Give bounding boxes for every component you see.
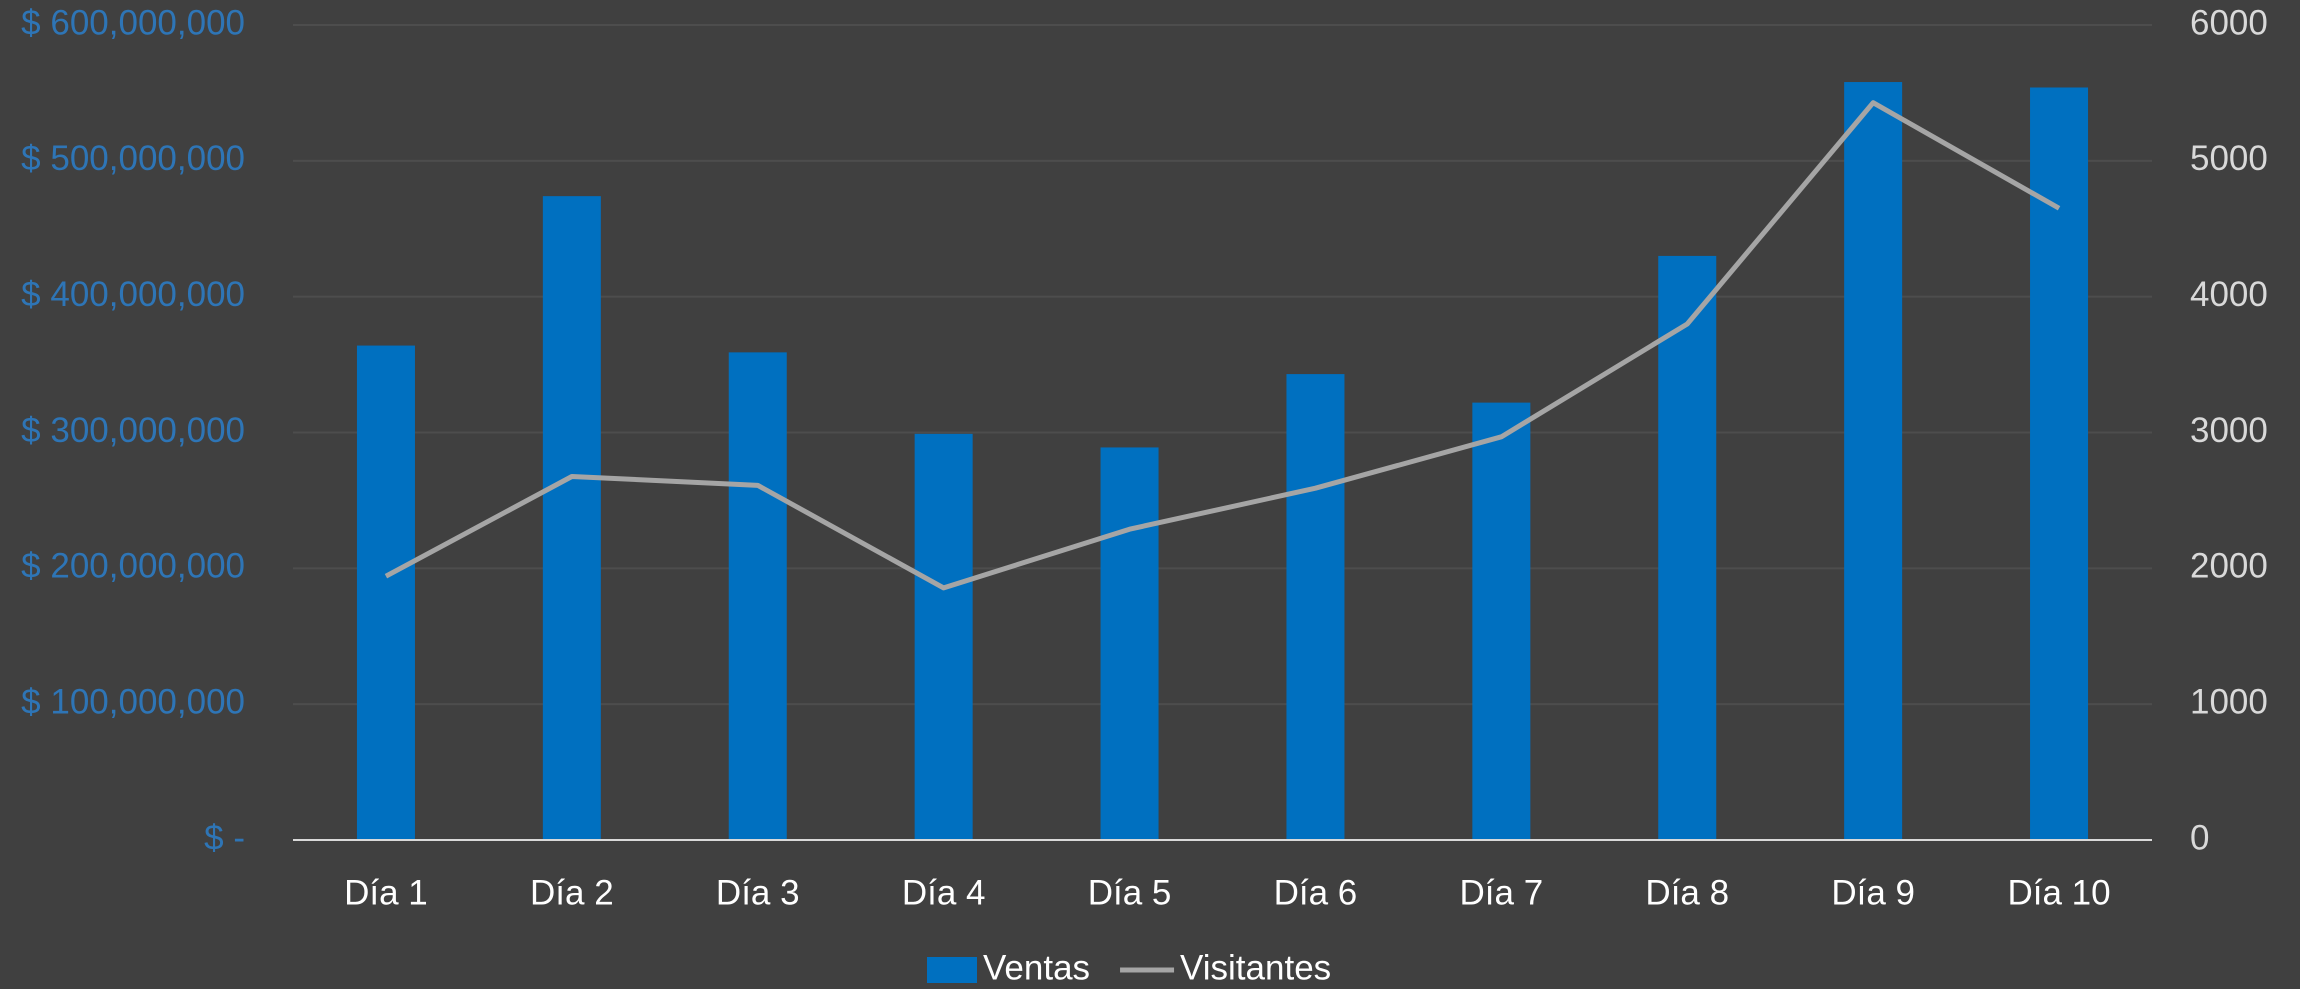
y-tick-label: $ 300,000,000 [21, 411, 245, 450]
bar [1844, 82, 1903, 841]
x-tick-label: Día 5 [1088, 873, 1172, 912]
x-tick-label: Día 3 [716, 873, 800, 912]
x-tick-label: Día 8 [1645, 873, 1729, 912]
legend-label: Visitantes [1180, 948, 1331, 987]
y2-tick-label: 4000 [2190, 275, 2268, 314]
y2-tick-label: 1000 [2190, 682, 2268, 721]
y-tick-label: $ 600,000,000 [21, 3, 245, 42]
bar [2030, 87, 2089, 840]
x-tick-label: Día 6 [1274, 873, 1358, 912]
x-tick-label: Día 10 [2007, 873, 2110, 912]
y2-tick-label: 2000 [2190, 547, 2268, 586]
legend-swatch [927, 957, 977, 983]
bar [1658, 255, 1717, 840]
y-tick-label: $ 100,000,000 [21, 682, 245, 721]
bar [1472, 402, 1531, 840]
legend-label: Ventas [983, 948, 1090, 987]
bar [914, 433, 973, 840]
y-tick-label: $ 200,000,000 [21, 547, 245, 586]
y2-tick-label: 3000 [2190, 411, 2268, 450]
bar [728, 352, 787, 840]
x-tick-label: Día 9 [1831, 873, 1915, 912]
x-tick-label: Día 4 [902, 873, 986, 912]
line [384, 100, 2061, 591]
y2-tick-label: 5000 [2190, 139, 2268, 178]
y-tick-label: $ 400,000,000 [21, 275, 245, 314]
y-tick-label: $ - [204, 818, 245, 857]
x-tick-label: Día 1 [344, 873, 428, 912]
y2-tick-label: 6000 [2190, 3, 2268, 42]
bar [1286, 374, 1345, 840]
y-tick-label: $ 500,000,000 [21, 139, 245, 178]
bar [356, 345, 415, 840]
bar [1100, 447, 1159, 840]
x-tick-label: Día 2 [530, 873, 614, 912]
y2-tick-label: 0 [2190, 818, 2209, 857]
x-tick-label: Día 7 [1460, 873, 1544, 912]
bar [542, 196, 601, 840]
